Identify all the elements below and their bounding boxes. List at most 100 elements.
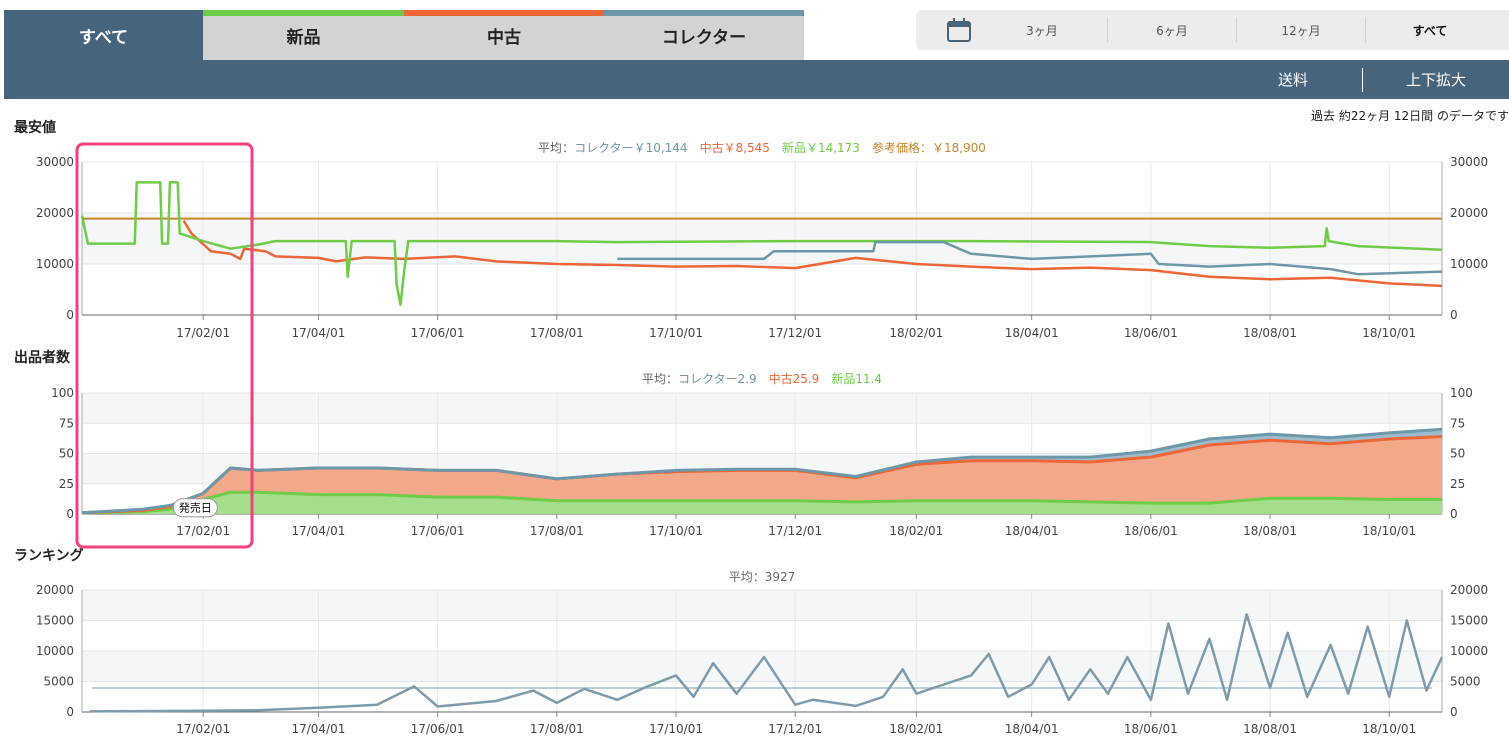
y-tick-label: 10000	[36, 257, 74, 271]
ranking-chart: ランキング 0 0 5000 5000 10000 10000 15000 15000 2000…	[14, 547, 1488, 736]
y-tick-label-right: 50	[1450, 447, 1465, 461]
chart-title: ランキング	[14, 547, 84, 564]
x-tick-label: 17/10/01	[649, 524, 703, 538]
y-tick-label: 0	[66, 705, 74, 719]
y-tick-label-right: 0	[1450, 507, 1458, 521]
x-tick-label: 17/02/01	[176, 524, 230, 538]
range-3m[interactable]: 3ヶ月	[978, 10, 1106, 50]
x-tick-label: 17/12/01	[768, 524, 822, 538]
summary-item: コレクター￥10,144	[574, 141, 688, 155]
x-tick-label: 17/06/01	[411, 326, 465, 340]
series-line-中古	[182, 219, 1443, 288]
x-tick-label: 17/02/01	[176, 326, 230, 340]
y-tick-label-right: 100	[1450, 386, 1473, 400]
tab-label: 新品	[286, 27, 321, 48]
summary-item: 中古￥8,545	[700, 140, 770, 155]
y-tick-label-right: 10000	[1450, 257, 1488, 271]
plot-band	[82, 620, 1442, 651]
y-tick-label: 100	[51, 386, 74, 400]
divider	[1362, 68, 1363, 92]
y-tick-label-right: 20000	[1450, 206, 1488, 220]
summary-item: 新品11.4	[831, 371, 882, 386]
range-12m[interactable]: 12ヶ月	[1237, 10, 1365, 50]
condition-tabs: すべて 新品 中古 コレクター 3ヶ月 6ヶ月 12ヶ月 すべて	[0, 0, 1509, 60]
tab-color-bar	[203, 10, 404, 16]
x-tick-label: 17/10/01	[649, 326, 703, 340]
y-tick-label-right: 25	[1450, 477, 1465, 491]
release-label: 発売日	[179, 501, 212, 515]
summary-item: 新品￥14,173	[782, 140, 860, 155]
x-tick-label: 17/08/01	[530, 524, 584, 538]
x-tick-label: 18/02/01	[889, 524, 943, 538]
series-line-新品	[80, 181, 1443, 307]
range-selector: 3ヶ月 6ヶ月 12ヶ月 すべて	[916, 10, 1509, 50]
tab-color-bar	[604, 10, 804, 16]
summary-item: コレクター2.9	[678, 372, 757, 386]
divider	[1365, 17, 1366, 43]
x-tick-label: 17/06/01	[411, 722, 465, 736]
y-tick-label: 10000	[36, 644, 74, 658]
calendar-icon[interactable]	[936, 10, 982, 50]
x-tick-label: 17/08/01	[530, 722, 584, 736]
x-tick-label: 18/10/01	[1362, 524, 1416, 538]
range-label: 6ヶ月	[1156, 23, 1188, 38]
tab-collector[interactable]: コレクター	[604, 10, 804, 60]
range-label: 12ヶ月	[1281, 23, 1321, 38]
summary-item: 中古25.9	[769, 371, 820, 386]
y-tick-label-right: 0	[1450, 308, 1458, 322]
y-tick-label-right: 30000	[1450, 155, 1488, 169]
x-tick-label: 18/06/01	[1124, 722, 1178, 736]
tab-color-bar	[404, 10, 604, 16]
plot-band	[82, 264, 1442, 315]
x-tick-label: 18/10/01	[1362, 722, 1416, 736]
plot-band	[82, 162, 1442, 213]
shipping-button[interactable]: 送料	[1224, 60, 1362, 99]
y-tick-label: 5000	[43, 675, 74, 689]
divider	[1236, 17, 1237, 43]
tab-used[interactable]: 中古	[404, 10, 604, 60]
plot-band	[82, 681, 1442, 712]
range-label: すべて	[1412, 23, 1448, 38]
x-tick-label: 17/06/01	[411, 524, 465, 538]
tab-new[interactable]: 新品	[203, 10, 404, 60]
range-all[interactable]: すべて	[1366, 10, 1494, 50]
chart-toolbar: 送料 上下拡大	[4, 60, 1509, 99]
vertical-zoom-button[interactable]: 上下拡大	[1363, 60, 1509, 99]
x-tick-label: 18/06/01	[1124, 326, 1178, 340]
x-tick-label: 17/10/01	[649, 722, 703, 736]
y-tick-label: 0	[66, 308, 74, 322]
x-tick-label: 17/12/01	[768, 722, 822, 736]
y-tick-label: 25	[59, 477, 74, 491]
x-tick-label: 18/02/01	[889, 326, 943, 340]
y-tick-label-right: 5000	[1450, 675, 1481, 689]
tab-all[interactable]: すべて	[4, 10, 203, 60]
x-tick-label: 18/04/01	[1005, 524, 1059, 538]
lowest-price-chart: 最安値 0 0 10000 10000 20000 20000 30000 30000 17/0…	[14, 119, 1488, 340]
x-tick-label: 17/04/01	[291, 722, 345, 736]
x-tick-label: 18/06/01	[1124, 524, 1178, 538]
summary-item: 平均：	[538, 141, 574, 155]
y-tick-label-right: 10000	[1450, 644, 1488, 658]
y-tick-label: 15000	[36, 614, 74, 628]
x-tick-label: 18/08/01	[1243, 722, 1297, 736]
tab-label: 中古	[487, 27, 521, 48]
x-tick-label: 18/02/01	[889, 722, 943, 736]
area-中古	[82, 436, 1442, 513]
zoom-label: 上下拡大	[1405, 71, 1466, 89]
x-tick-label: 18/04/01	[1005, 326, 1059, 340]
y-tick-label-right: 15000	[1450, 614, 1488, 628]
y-tick-label-right: 75	[1450, 416, 1465, 430]
range-6m[interactable]: 6ヶ月	[1108, 10, 1236, 50]
x-tick-label: 18/08/01	[1243, 326, 1297, 340]
period-note: 過去 約22ヶ月 12日間 のデータです	[1311, 108, 1509, 123]
seller-count-chart: 出品者数 0 0 25 25 50 50 75 75 100 100 17/02/01 17/04/0…	[14, 349, 1473, 538]
x-tick-label: 17/12/01	[768, 326, 822, 340]
y-tick-label-right: 0	[1450, 705, 1458, 719]
divider	[1107, 17, 1108, 43]
y-tick-label: 0	[66, 507, 74, 521]
series-line-コレクター	[81, 427, 1443, 515]
x-tick-label: 17/08/01	[530, 326, 584, 340]
series-line-ランキング	[89, 613, 1444, 713]
release-marker	[172, 498, 218, 518]
